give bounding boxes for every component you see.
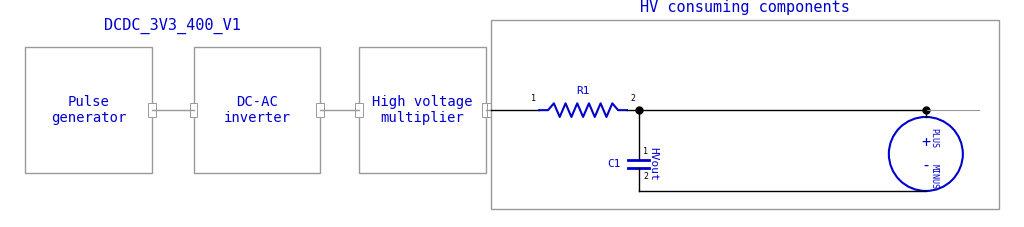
Bar: [316, 103, 324, 117]
Bar: [189, 103, 198, 117]
Bar: [147, 103, 156, 117]
Text: R1: R1: [577, 86, 590, 96]
Text: +: +: [922, 135, 931, 150]
Bar: [482, 103, 489, 117]
Text: 2: 2: [630, 94, 635, 103]
Text: 1: 1: [643, 147, 648, 156]
Text: PLUS: PLUS: [929, 128, 938, 148]
Text: MINUS: MINUS: [929, 164, 938, 189]
Bar: [26, 47, 152, 173]
Bar: [490, 20, 998, 210]
Text: Pulse
generator: Pulse generator: [51, 95, 126, 125]
Text: 2: 2: [643, 172, 648, 181]
Bar: [355, 103, 364, 117]
Text: -: -: [922, 158, 931, 173]
Bar: [194, 47, 321, 173]
Bar: [359, 47, 485, 173]
Bar: [486, 103, 495, 117]
Text: High voltage
multiplier: High voltage multiplier: [372, 95, 473, 125]
Text: HV consuming components: HV consuming components: [640, 0, 850, 15]
Text: C1: C1: [607, 159, 622, 169]
Text: DC-AC
inverter: DC-AC inverter: [223, 95, 291, 125]
Text: DCDC_3V3_400_V1: DCDC_3V3_400_V1: [104, 17, 241, 34]
Text: HVout: HVout: [648, 147, 658, 181]
Text: 1: 1: [530, 94, 536, 103]
